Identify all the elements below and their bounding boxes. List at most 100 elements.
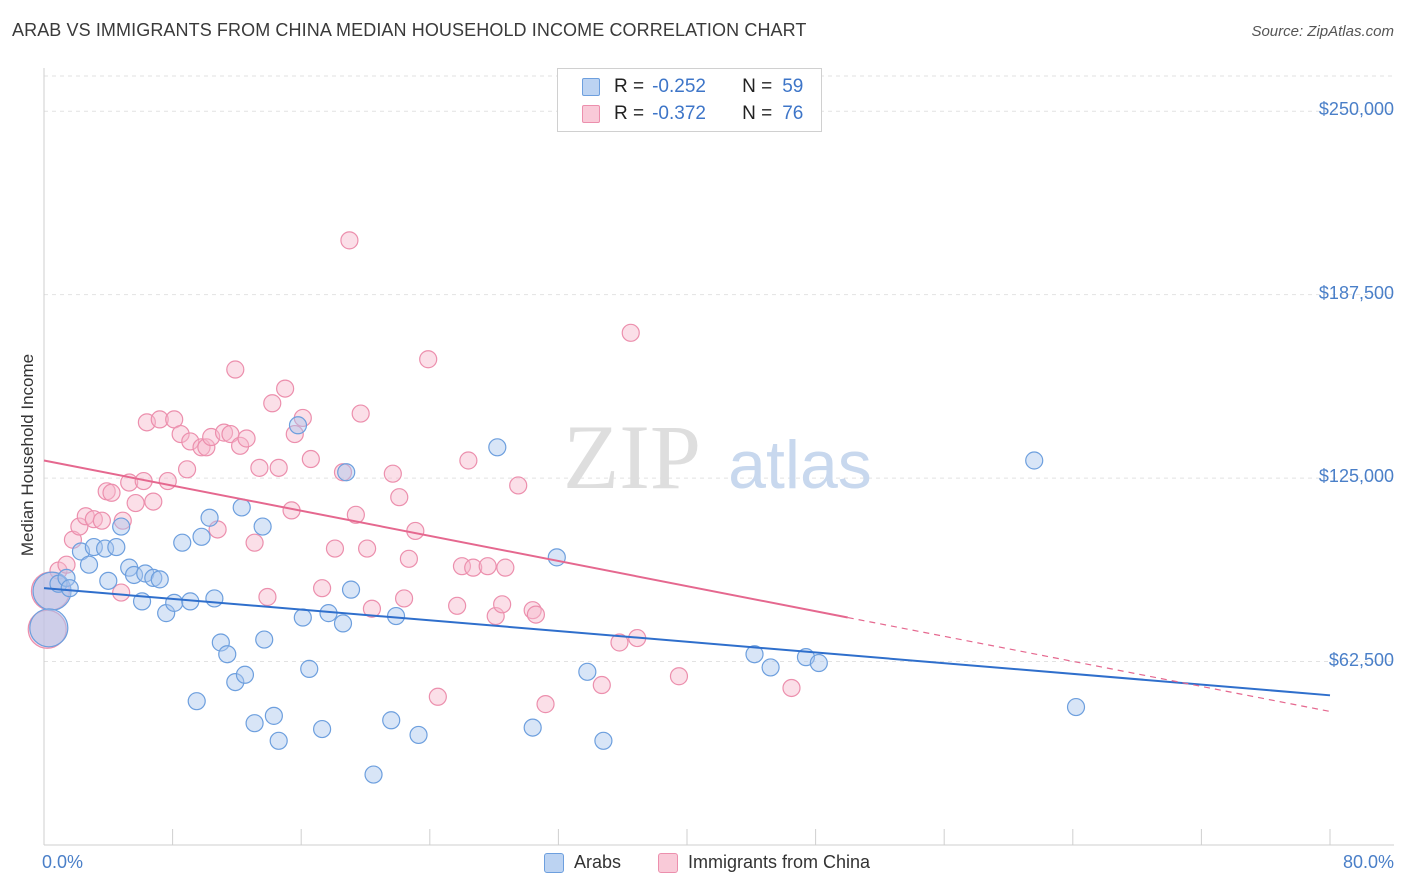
point-china [70, 517, 89, 536]
point-arabs [99, 571, 118, 590]
chart-title: ARAB VS IMMIGRANTS FROM CHINA MEDIAN HOU… [12, 20, 807, 40]
legend-row-china: R = -0.372 N = 76 [582, 103, 803, 125]
point-china [112, 583, 131, 602]
series-arabs-points [29, 416, 1086, 784]
point-china [621, 323, 640, 342]
point-arabs [1025, 451, 1044, 470]
point-china [496, 558, 515, 577]
point-arabs [269, 731, 288, 750]
point-arabs [187, 692, 206, 711]
point-china [669, 667, 689, 686]
point-china [390, 488, 409, 507]
point-china [150, 410, 169, 429]
point-china [362, 599, 382, 618]
legend-swatch-china [582, 105, 600, 123]
point-china [419, 350, 438, 369]
point-china [92, 511, 111, 530]
point-arabs [211, 633, 230, 652]
point-china [226, 360, 245, 379]
point-arabs [264, 706, 283, 725]
legend-r-value-china: -0.372 [652, 103, 706, 124]
legend-r-label: R = [614, 76, 645, 97]
watermark: ZIP atlas [563, 406, 872, 508]
point-china [464, 558, 483, 577]
point-china [486, 606, 505, 626]
bottom-legend-china: Immigrants from China [658, 852, 870, 873]
point-arabs [288, 416, 308, 435]
axes [43, 68, 1394, 846]
point-china [177, 460, 197, 479]
point-china [258, 587, 277, 607]
point-arabs [547, 548, 566, 567]
point-china [782, 678, 801, 698]
point-china [301, 449, 320, 469]
point-china [144, 492, 163, 511]
point-china [399, 549, 419, 568]
point-arabs [488, 438, 507, 457]
point-arabs [79, 555, 99, 574]
point-arabs [29, 608, 69, 648]
point-arabs [150, 570, 169, 589]
source-credit: Source: ZipAtlas.com [1251, 23, 1394, 40]
point-china [592, 675, 611, 695]
point-arabs [809, 653, 828, 673]
point-arabs [745, 645, 764, 664]
point-arabs [112, 517, 131, 536]
point-china [263, 394, 282, 413]
watermark-atlas: atlas [728, 427, 872, 503]
point-china [276, 379, 295, 398]
trend-line-china-extension [847, 616, 1331, 713]
point-arabs [341, 580, 361, 599]
y-tick-label: $250,000 [1318, 99, 1394, 120]
point-arabs [192, 527, 211, 546]
point-arabs [255, 630, 274, 649]
point-china [57, 555, 76, 574]
bottom-legend-swatch-china [658, 852, 678, 873]
point-china [478, 557, 497, 576]
y-tick-label: $187,500 [1318, 282, 1394, 303]
point-china [312, 579, 332, 598]
point-arabs [235, 665, 255, 684]
point-china [197, 438, 216, 457]
point-china [102, 483, 121, 502]
trend-lines [43, 459, 1331, 713]
point-arabs [333, 614, 353, 633]
point-china [340, 231, 359, 250]
legend-n-label: N = [742, 76, 773, 97]
y-tick-label: $62,500 [1328, 649, 1394, 670]
point-arabs [293, 608, 312, 627]
point-china [181, 432, 200, 451]
legend-n-value-arabs: 59 [782, 76, 804, 97]
point-arabs [409, 725, 428, 745]
bottom-legend-label-china: Immigrants from China [688, 852, 871, 872]
bottom-legend-swatch-arabs [544, 852, 564, 873]
point-china [526, 605, 545, 624]
x-tick-max: 80.0% [1342, 852, 1394, 872]
legend-n-label: N = [742, 103, 773, 124]
point-arabs [165, 593, 184, 612]
point-arabs [245, 714, 264, 733]
point-china [250, 458, 269, 477]
trend-line-arabs [43, 587, 1331, 697]
legend-swatch-arabs [582, 78, 600, 96]
point-china [245, 533, 264, 552]
legend-r-label: R = [614, 103, 645, 124]
point-china [394, 589, 414, 608]
point-arabs [312, 719, 332, 739]
point-china [358, 539, 377, 558]
point-arabs [523, 718, 542, 737]
legend-row-arabs: R = -0.252 N = 59 [582, 76, 803, 98]
bottom-legend-arabs: Arabs [544, 852, 621, 873]
point-arabs [337, 463, 356, 482]
point-arabs [300, 659, 319, 678]
point-arabs [107, 537, 126, 557]
point-arabs [205, 589, 224, 608]
watermark-zip: ZIP [563, 406, 701, 508]
bottom-legend-label-arabs: Arabs [574, 852, 622, 872]
point-china [237, 429, 256, 448]
legend-r-value-arabs: -0.252 [652, 76, 706, 97]
point-arabs [218, 645, 237, 664]
point-arabs [144, 568, 163, 588]
point-arabs [200, 508, 219, 527]
